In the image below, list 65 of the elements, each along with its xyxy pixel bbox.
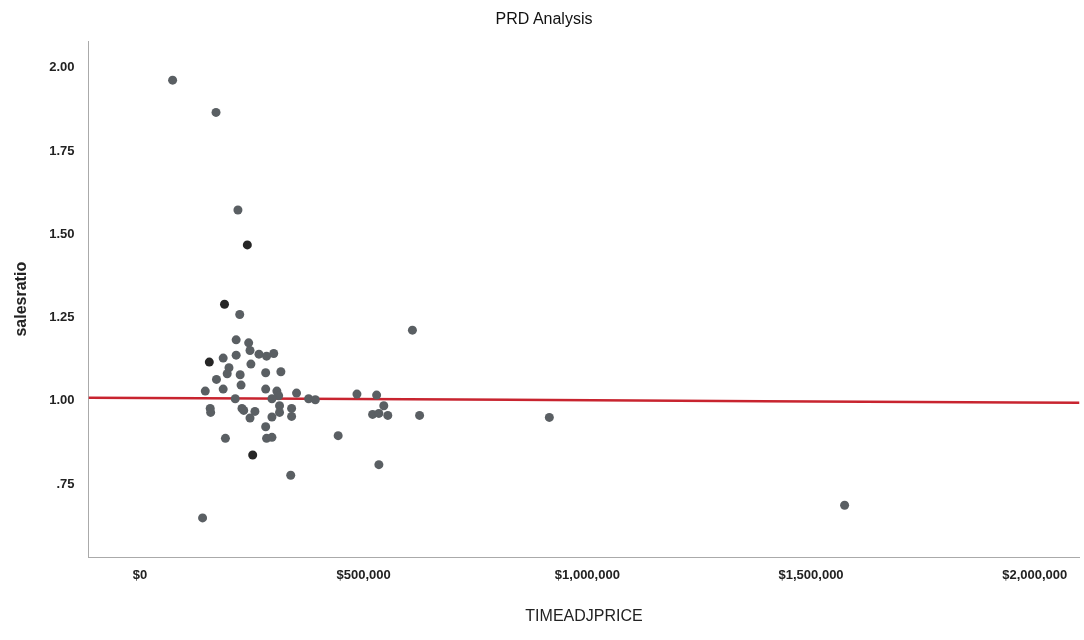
point — [233, 205, 243, 215]
point — [544, 412, 554, 422]
point — [383, 410, 393, 420]
x-tick-label: $500,000 — [336, 566, 391, 582]
point — [267, 432, 277, 442]
point — [230, 394, 240, 404]
point — [204, 357, 214, 367]
point — [287, 403, 297, 413]
point — [244, 338, 254, 348]
y-tick-label: 2.00 — [49, 59, 75, 75]
point — [276, 367, 286, 377]
point — [218, 384, 228, 394]
point — [198, 513, 208, 523]
point — [372, 390, 382, 400]
point — [250, 406, 260, 416]
chart-title: PRD Analysis — [495, 10, 593, 28]
point — [352, 389, 362, 399]
point — [287, 411, 297, 421]
point — [407, 325, 417, 335]
point — [168, 75, 178, 85]
point — [374, 460, 384, 470]
x-tick-label: $1,000,000 — [554, 566, 620, 582]
y-tick-label: 1.00 — [49, 392, 75, 408]
x-tick-label: $0 — [132, 566, 148, 582]
point — [269, 348, 279, 358]
point — [415, 410, 425, 420]
point — [379, 401, 389, 411]
point — [840, 500, 850, 510]
x-tick-label: $2,000,000 — [1002, 566, 1068, 582]
point — [254, 349, 264, 359]
point — [261, 368, 271, 378]
point — [218, 353, 228, 363]
point — [267, 412, 277, 422]
point — [310, 395, 320, 405]
point — [236, 380, 246, 390]
point — [235, 370, 245, 380]
point — [274, 391, 284, 401]
point — [374, 408, 384, 418]
point — [261, 422, 271, 432]
point — [333, 431, 343, 441]
point — [286, 470, 296, 480]
x-axis-title: TIMEADJPRICE — [525, 606, 643, 624]
y-tick-label: 1.75 — [49, 142, 75, 158]
point — [267, 394, 277, 404]
point — [211, 107, 221, 117]
point — [246, 359, 256, 369]
point — [248, 450, 258, 460]
point — [211, 374, 221, 384]
y-axis-title: salesratio — [12, 261, 30, 337]
y-tick-label: 1.50 — [49, 225, 75, 241]
y-tick-label: .75 — [56, 475, 75, 491]
x-tick-label: $1,500,000 — [778, 566, 844, 582]
point — [220, 299, 230, 309]
point — [245, 413, 255, 423]
point — [222, 369, 232, 379]
point — [242, 240, 252, 250]
y-tick-label: 1.25 — [49, 309, 75, 325]
point — [235, 310, 245, 320]
point — [220, 433, 230, 443]
point — [292, 388, 302, 398]
point — [231, 335, 241, 345]
point — [245, 345, 255, 355]
point — [200, 386, 210, 396]
point — [261, 384, 271, 394]
point — [231, 350, 241, 360]
